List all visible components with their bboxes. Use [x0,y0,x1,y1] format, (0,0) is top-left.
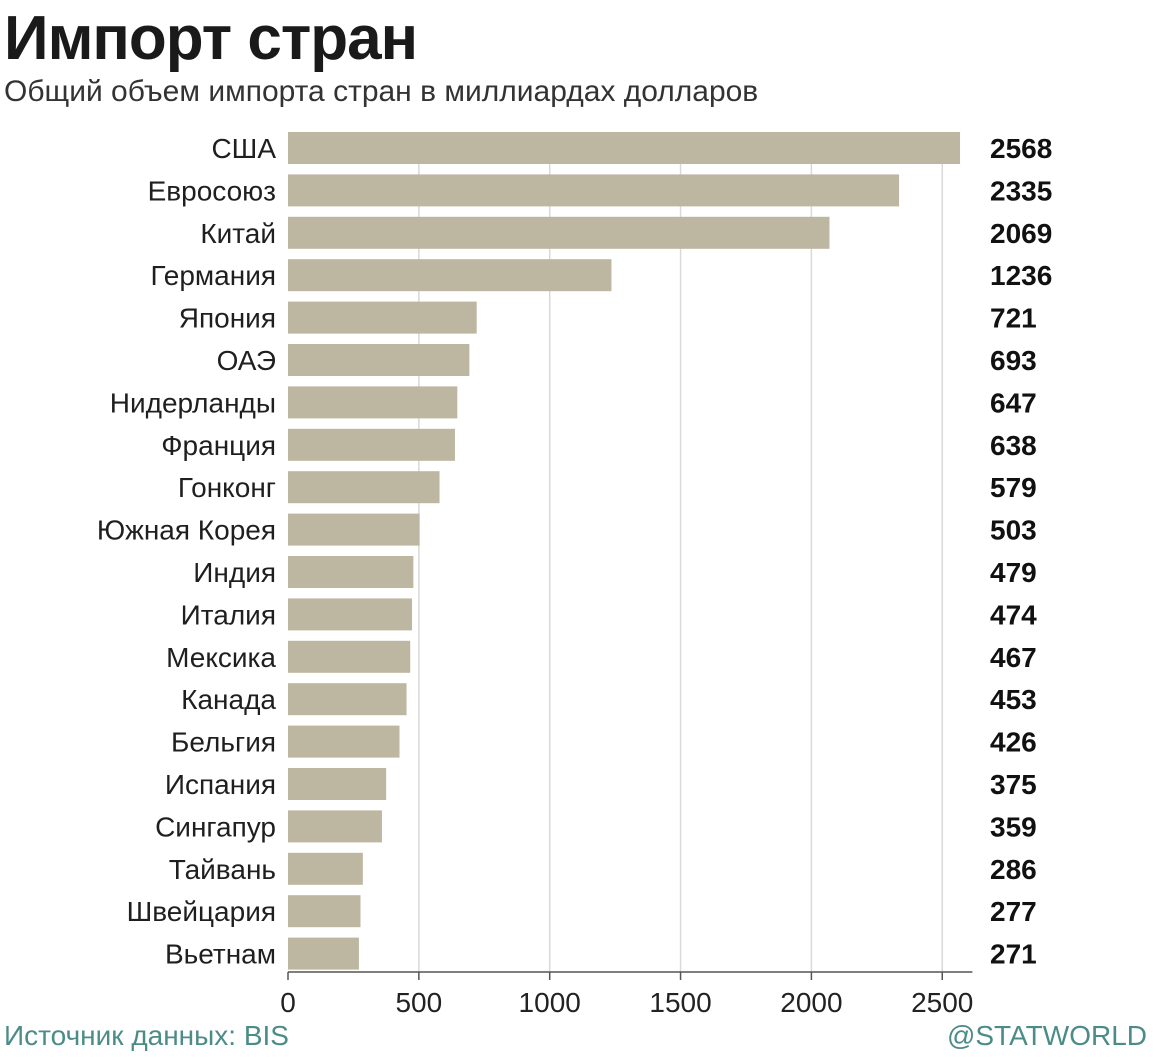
category-label-16: Сингапур [155,811,276,842]
tick-label-2500: 2500 [911,987,973,1018]
bar-7 [288,428,455,461]
category-label-18: Швейцария [127,896,276,927]
category-label-0: США [211,133,276,164]
grid-lines [418,132,943,972]
value-label-17: 286 [990,854,1037,885]
category-label-3: Германия [150,260,276,291]
chart-subtitle: Общий объем импорта стран в миллиардах д… [4,75,759,108]
value-label-10: 479 [990,557,1037,588]
bar-17 [288,852,363,885]
value-labels: 2568 2335 2069 1236 721 693 647 638 579 503 479 474… [990,133,1052,970]
value-label-3: 1236 [990,260,1052,291]
bar-16 [288,810,382,843]
bar-19 [288,937,359,970]
bar-4 [288,301,477,334]
category-label-7: Франция [161,430,276,461]
value-label-6: 647 [990,387,1037,418]
value-label-16: 359 [990,811,1037,842]
value-label-0: 2568 [990,133,1052,164]
source-note: Источник данных: BIS [4,1020,289,1051]
category-label-19: Вьетнам [165,939,276,970]
category-label-12: Мексика [166,642,276,673]
category-label-1: Евросоюз [148,175,276,206]
chart-title: Импорт стран [4,4,418,73]
bar-12 [288,640,411,673]
value-label-5: 693 [990,345,1037,376]
category-label-10: Индия [193,557,276,588]
category-label-11: Италия [181,599,276,630]
value-label-12: 467 [990,642,1037,673]
bar-11 [288,598,413,631]
tick-label-0: 0 [280,987,296,1018]
category-label-14: Бельгия [171,727,276,758]
category-label-5: ОАЭ [217,345,276,376]
value-label-4: 721 [990,303,1037,334]
tick-label-2000: 2000 [780,987,842,1018]
bar-15 [288,768,387,800]
bars [288,132,961,970]
bar-6 [288,386,458,419]
value-label-14: 426 [990,727,1037,758]
value-label-2: 2069 [990,218,1052,249]
value-label-1: 2335 [990,175,1052,206]
bar-9 [288,513,420,546]
value-label-7: 638 [990,430,1037,461]
bar-14 [288,725,400,758]
value-label-9: 503 [990,515,1037,546]
category-label-8: Гонконг [178,472,276,503]
bar-5 [288,344,470,376]
bar-13 [288,683,407,716]
value-label-19: 271 [990,939,1037,970]
bar-1 [288,174,900,207]
value-label-8: 579 [990,472,1037,503]
value-label-15: 375 [990,769,1037,800]
bar-10 [288,556,414,588]
bar-0 [288,132,961,164]
category-label-13: Канада [181,684,276,715]
bar-2 [288,216,830,249]
tick-label-1500: 1500 [649,987,711,1018]
bar-3 [288,259,612,292]
bar-18 [288,895,361,928]
category-label-6: Нидерланды [110,387,276,418]
category-label-15: Испания [165,769,276,800]
bar-8 [288,471,440,504]
category-labels: США Евросоюз Китай Германия Япония ОАЭ Нидерла… [97,133,277,970]
tick-label-1000: 1000 [519,987,581,1018]
category-label-2: Китай [200,218,276,249]
value-label-18: 277 [990,896,1037,927]
category-label-17: Тайвань [169,854,276,885]
tick-label-500: 500 [395,987,442,1018]
category-label-9: Южная Корея [97,515,276,546]
value-label-13: 453 [990,684,1037,715]
credit-link[interactable]: @STATWORLD [946,1020,1147,1051]
x-axis: 0 500 1000 1500 2000 2500 [280,971,973,1018]
category-label-4: Япония [179,303,276,334]
value-label-11: 474 [990,599,1037,630]
